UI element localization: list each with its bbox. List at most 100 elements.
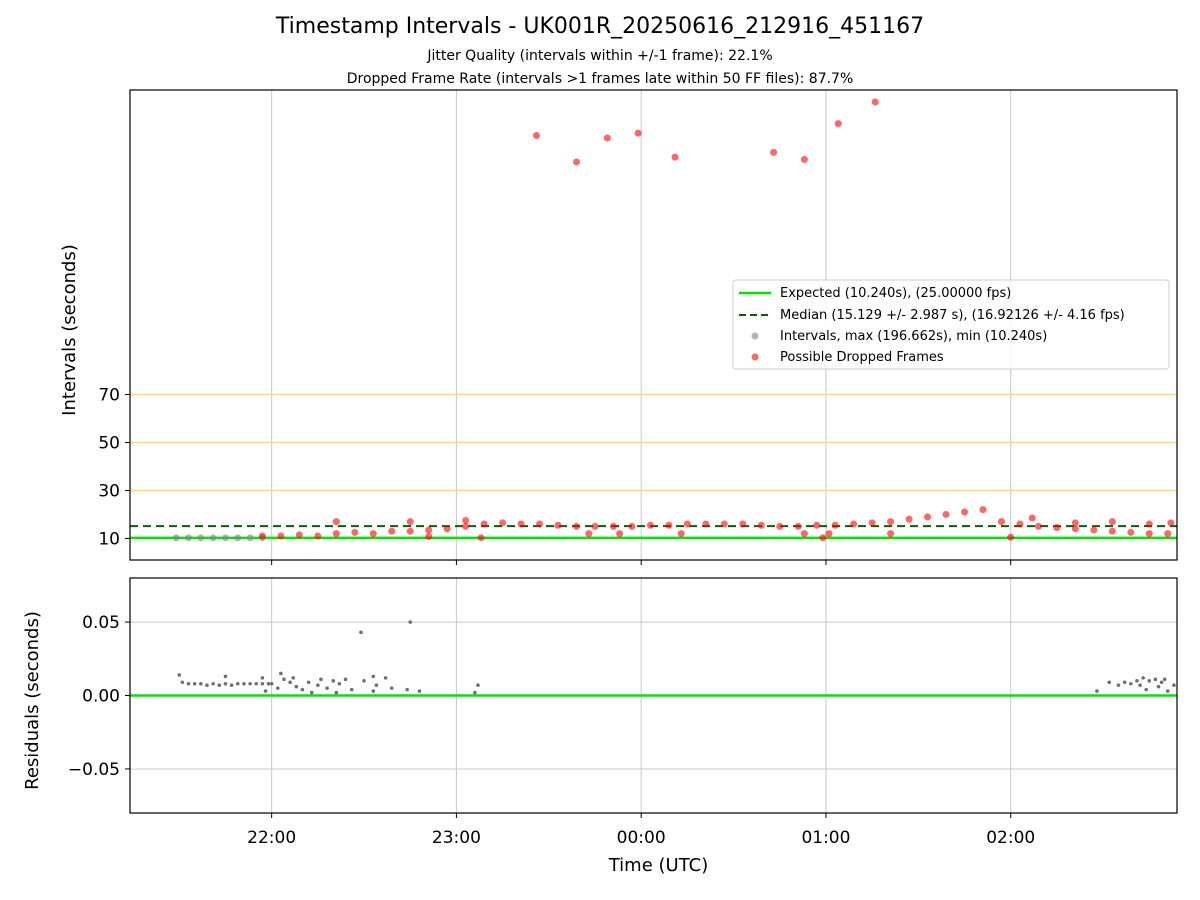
- dropped-frame-point: [554, 521, 562, 529]
- dropped-frame-point: [477, 534, 485, 542]
- dropped-frame-point: [369, 530, 377, 538]
- y-tick-label: 0.05: [82, 613, 120, 633]
- residual-point: [186, 681, 191, 686]
- residual-point: [389, 686, 394, 690]
- residual-point: [223, 681, 228, 686]
- residual-point: [1116, 683, 1121, 688]
- dropped-frame-point: [332, 530, 340, 538]
- dropped-frame-point: [757, 521, 765, 529]
- residual-point: [291, 676, 296, 680]
- residual-point: [473, 690, 477, 695]
- residual-point: [276, 686, 280, 690]
- dropped-frame-point: [834, 120, 842, 128]
- dropped-frame-point: [634, 129, 642, 137]
- dropped-frame-point: [480, 520, 488, 528]
- dropped-frame-point: [924, 513, 932, 521]
- y-tick-label: 0.00: [82, 687, 120, 707]
- residual-point: [223, 674, 228, 679]
- dropped-frame-point: [332, 518, 340, 526]
- dropped-frame-point: [868, 519, 876, 527]
- dropped-frame-point: [961, 508, 969, 516]
- y-axis-label-intervals: Intervals (seconds): [59, 244, 80, 416]
- dropped-frame-point: [1071, 525, 1079, 533]
- residual-point: [269, 681, 274, 686]
- residual-point: [325, 686, 329, 690]
- dropped-frame-point: [887, 530, 895, 538]
- dropped-frame-point: [720, 520, 728, 528]
- residual-point: [343, 677, 348, 682]
- dropped-frame-point: [314, 532, 322, 540]
- interval-point: [221, 534, 229, 542]
- residual-point: [260, 681, 265, 686]
- residual-point: [331, 679, 336, 683]
- dropped-frame-point: [871, 98, 879, 106]
- dropped-frame-point: [536, 520, 544, 528]
- dropped-frame-point: [1090, 526, 1098, 534]
- residual-point: [383, 676, 388, 680]
- residual-point: [266, 681, 271, 686]
- interval-point: [172, 534, 180, 542]
- legend-median-label: Median (15.129 +/- 2.987 s), (16.92126 +…: [780, 308, 1125, 323]
- dropped-frame-point: [462, 516, 470, 524]
- residual-point: [349, 687, 354, 692]
- dropped-frame-point: [1145, 520, 1153, 528]
- residual-point: [217, 683, 222, 688]
- residual-point: [229, 683, 234, 688]
- dropped-frame-point: [1167, 519, 1175, 527]
- residual-point: [1095, 689, 1099, 693]
- legend-intervals-label: Intervals, max (196.662s), min (10.240s): [780, 329, 1047, 344]
- residual-point: [371, 689, 376, 693]
- residual-point: [242, 681, 246, 686]
- dropped-frame-point: [646, 521, 654, 529]
- interval-point: [209, 534, 217, 542]
- dropped-frame-point: [800, 530, 808, 538]
- residual-point: [362, 679, 366, 683]
- residual-point: [1107, 680, 1112, 685]
- top-plot-frame: [129, 89, 1178, 561]
- dropped-frame-point: [585, 530, 593, 538]
- dropped-frame-point: [813, 521, 821, 529]
- residual-point: [235, 681, 240, 686]
- residual-point: [374, 683, 379, 688]
- chart-subtitle-jitter: Jitter Quality (intervals within +/-1 fr…: [427, 48, 773, 64]
- dropped-frame-point: [1071, 519, 1079, 527]
- residual-point: [1159, 680, 1164, 685]
- interval-point: [246, 534, 254, 542]
- residual-point: [309, 690, 314, 695]
- residual-point: [337, 681, 342, 686]
- dropped-frame-point: [499, 519, 507, 527]
- interval-point: [197, 534, 205, 542]
- dropped-frame-point: [517, 520, 525, 528]
- residual-point: [408, 620, 413, 624]
- dropped-frame-point: [979, 506, 987, 514]
- dropped-frame-point: [1007, 533, 1015, 541]
- dropped-frame-point: [800, 156, 808, 164]
- dropped-frame-point: [825, 530, 833, 538]
- dropped-frame-point: [425, 526, 433, 534]
- dropped-frame-point: [1127, 528, 1135, 536]
- residual-point: [1135, 679, 1139, 683]
- y-tick-label: 70: [98, 386, 120, 406]
- residual-point: [282, 677, 286, 682]
- legend-dropped-swatch: [751, 353, 759, 361]
- dropped-frame-point: [942, 510, 950, 518]
- dropped-frame-point: [677, 530, 685, 538]
- dropped-frame-point: [1164, 530, 1172, 538]
- dropped-frame-point: [702, 520, 710, 528]
- residual-point: [1122, 680, 1127, 685]
- dropped-frame-point: [1034, 522, 1042, 530]
- dropped-frame-point: [850, 520, 858, 528]
- legend-box: [732, 279, 1170, 370]
- residual-point: [1172, 683, 1176, 688]
- dropped-frame-point: [406, 527, 414, 535]
- dropped-frame-point: [739, 520, 747, 528]
- residual-point: [199, 681, 203, 686]
- interval-point: [234, 534, 242, 542]
- dropped-frame-point: [462, 522, 470, 530]
- dropped-frame-point: [443, 525, 451, 533]
- residual-point: [306, 680, 311, 685]
- dropped-frame-point: [905, 515, 913, 523]
- residual-point: [205, 683, 209, 688]
- x-tick-label: 01:00: [801, 828, 850, 848]
